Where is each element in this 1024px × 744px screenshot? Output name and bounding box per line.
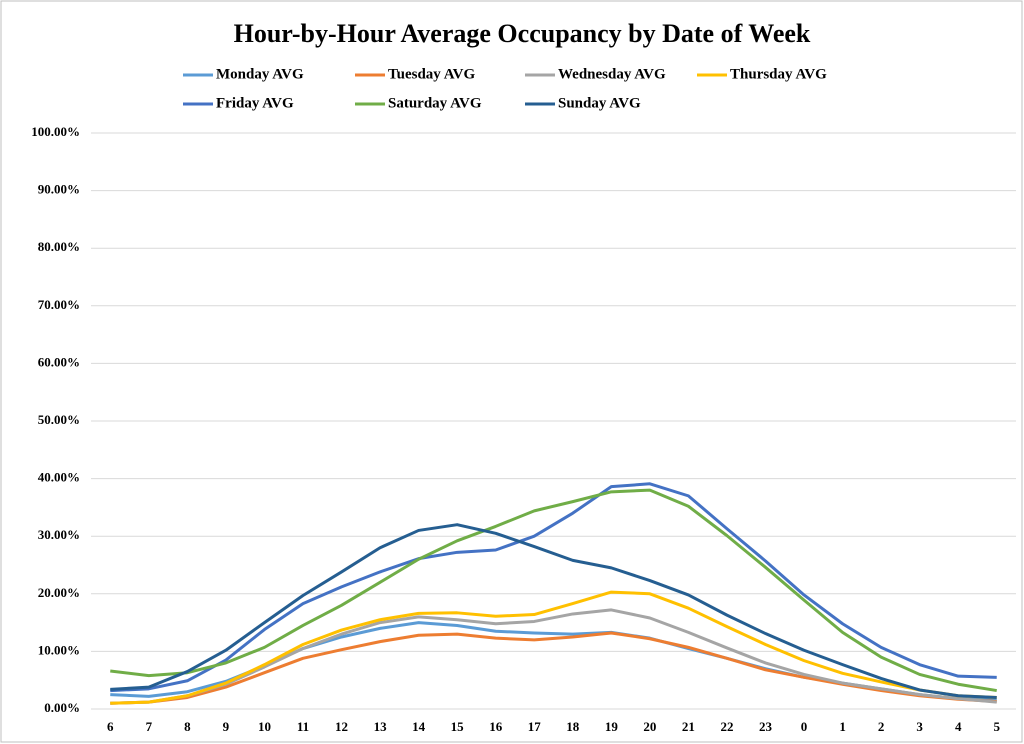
x-tick-label: 4 [955,719,962,734]
x-tick-label: 13 [374,719,388,734]
x-tick-label: 2 [878,719,885,734]
x-tick-label: 10 [258,719,271,734]
series-line [110,590,997,705]
y-tick-label: 70.00% [38,297,80,312]
x-tick-label: 7 [146,719,153,734]
x-tick-label: 16 [489,719,503,734]
x-tick-label: 0 [801,719,808,734]
y-tick-label: 10.00% [38,642,80,657]
y-tick-label: 60.00% [38,354,80,369]
x-tick-label: 22 [720,719,733,734]
y-tick-label: 40.00% [38,470,80,485]
y-tick-label: 100.00% [31,124,80,139]
y-tick-label: 90.00% [38,182,80,197]
x-tick-label: 15 [451,719,465,734]
x-tick-label: 6 [107,719,114,734]
chart-title: Hour-by-Hour Average Occupancy by Date o… [234,19,811,48]
series-line [110,488,997,693]
legend-label: Wednesday AVG [558,66,666,82]
x-tick-label: 20 [643,719,656,734]
x-tick-label: 23 [759,719,773,734]
y-tick-label: 80.00% [38,239,80,254]
x-tick-label: 18 [566,719,580,734]
legend-label: Thursday AVG [730,66,827,82]
x-tick-label: 14 [412,719,426,734]
x-tick-label: 9 [223,719,230,734]
x-tick-label: 11 [297,719,309,734]
series-line [110,608,997,705]
x-tick-label: 5 [993,719,1000,734]
x-tick-label: 3 [916,719,923,734]
x-tick-label: 12 [335,719,348,734]
y-tick-label: 50.00% [38,412,80,427]
y-tick-label: 0.00% [44,700,80,715]
series-line [110,482,997,693]
y-tick-label: 30.00% [38,527,80,542]
legend-label: Friday AVG [216,95,294,111]
series-line [110,523,997,699]
legend-label: Sunday AVG [558,95,641,111]
x-tick-label: 21 [682,719,695,734]
x-tick-label: 19 [605,719,619,734]
x-tick-label: 17 [528,719,542,734]
x-tick-label: 1 [839,719,846,734]
y-tick-label: 20.00% [38,585,80,600]
legend-label: Tuesday AVG [388,66,475,82]
legend-label: Saturday AVG [388,95,482,111]
x-tick-label: 8 [184,719,191,734]
legend-label: Monday AVG [216,66,304,82]
